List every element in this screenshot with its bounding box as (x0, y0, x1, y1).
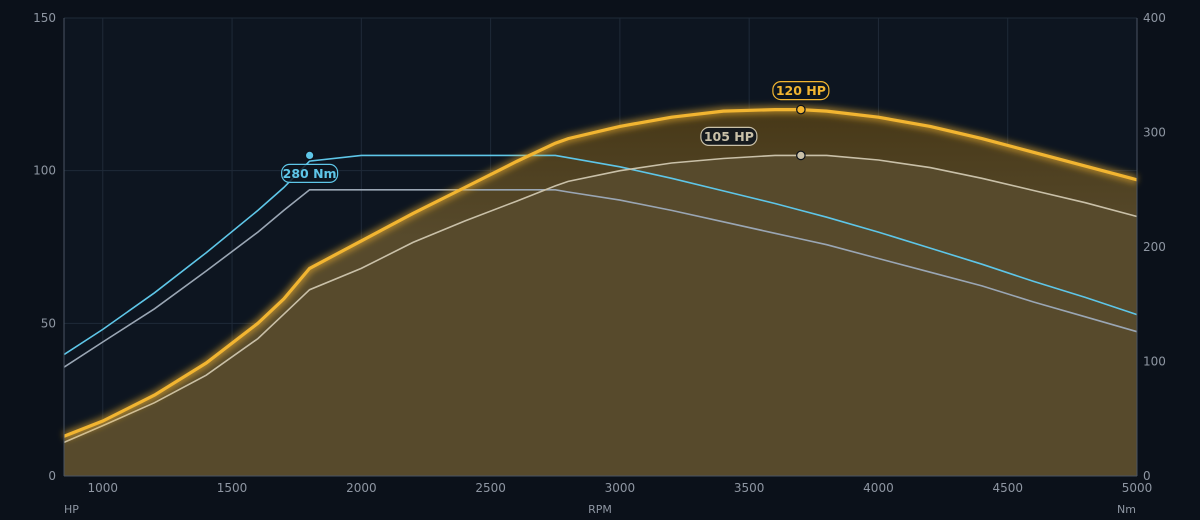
tick-labels: 1000 1500 2000 2500 3000 3500 4000 4500 50000501… (33, 11, 1166, 495)
annotations: 120 HP 105 HP 280 Nm (281, 80, 830, 183)
y-axis-right-label: Nm (1117, 503, 1136, 516)
x-tick-label: 1000 (88, 481, 119, 495)
line-layer (62, 105, 1139, 444)
x-tick-label: 3500 (734, 481, 765, 495)
area-layer (64, 109, 1137, 476)
annotation-marker (304, 150, 315, 161)
annotation-label: 120 HP (776, 83, 826, 98)
y-left-tick-label: 0 (48, 469, 56, 483)
x-tick-label: 2500 (475, 481, 506, 495)
annotation-label-box (772, 80, 830, 101)
y-right-tick-label: 200 (1143, 240, 1166, 254)
annotation-marker (796, 104, 806, 115)
y-right-tick-label: 300 (1143, 126, 1166, 140)
y-axis-left-label: HP (64, 503, 79, 516)
x-tick-label: 2000 (346, 481, 377, 495)
y-right-tick-label: 400 (1143, 11, 1166, 25)
y-left-tick-label: 100 (33, 164, 56, 178)
annotation-label: 280 Nm (283, 166, 337, 181)
y-left-tick-label: 150 (33, 11, 56, 25)
x-tick-label: 4500 (992, 481, 1023, 495)
series-4-line (63, 189, 1138, 368)
x-tick-label: 5000 (1122, 481, 1153, 495)
axes (63, 18, 1138, 477)
series-2-line (63, 154, 1138, 444)
series-1-line (63, 108, 1138, 438)
x-tick-label: 1500 (217, 481, 248, 495)
y-right-tick-label: 0 (1143, 469, 1151, 483)
annotation-label-box (281, 163, 339, 183)
series-2-area (64, 155, 1137, 476)
series-3-line (63, 154, 1138, 356)
x-tick-label: 4000 (863, 481, 894, 495)
y-right-tick-label: 100 (1143, 355, 1166, 369)
x-tick-label: 3000 (605, 481, 636, 495)
annotation-label-box (700, 126, 758, 147)
annotation-label: 105 HP (704, 129, 754, 144)
annotation-marker (796, 150, 806, 161)
y-left-tick-label: 50 (41, 316, 56, 330)
x-axis-label: RPM (588, 503, 612, 516)
